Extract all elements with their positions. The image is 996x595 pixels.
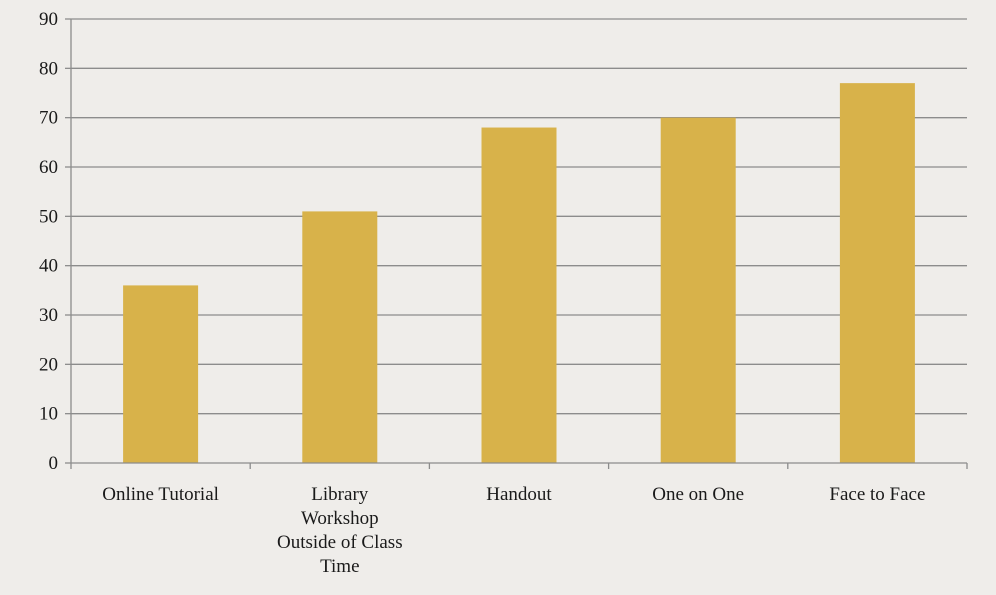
y-tick-label: 80 <box>39 58 58 79</box>
y-tick-labels: 0 10 20 30 40 50 60 70 80 90 <box>39 9 58 474</box>
y-tick-label: 20 <box>39 354 58 375</box>
x-category-label: Library <box>311 484 368 505</box>
y-tick-label: 10 <box>39 404 58 425</box>
y-tick-label: 40 <box>39 256 58 277</box>
bar <box>123 285 199 463</box>
x-category-label: Outside of Class <box>277 532 403 553</box>
bar <box>839 83 915 463</box>
bar <box>302 211 378 463</box>
x-category-label: Workshop <box>301 508 379 529</box>
bars <box>123 83 915 464</box>
bar <box>481 127 557 464</box>
x-category-label: Face to Face <box>829 484 925 505</box>
y-tick-label: 50 <box>39 206 58 227</box>
y-tick-label: 30 <box>39 305 58 326</box>
y-tick-label: 90 <box>39 9 58 30</box>
y-tick-label: 70 <box>39 108 58 129</box>
y-tick-label: 60 <box>39 157 58 178</box>
y-tick-label: 0 <box>49 453 59 474</box>
x-category-labels: Online Tutorial Library Workshop Outside of… <box>102 484 925 577</box>
bar <box>660 117 736 464</box>
x-category-label: Time <box>320 556 359 577</box>
x-category-label: Online Tutorial <box>102 484 219 505</box>
x-category-label: One on One <box>652 484 744 505</box>
axes <box>65 18 968 469</box>
x-category-label: Handout <box>486 484 552 505</box>
